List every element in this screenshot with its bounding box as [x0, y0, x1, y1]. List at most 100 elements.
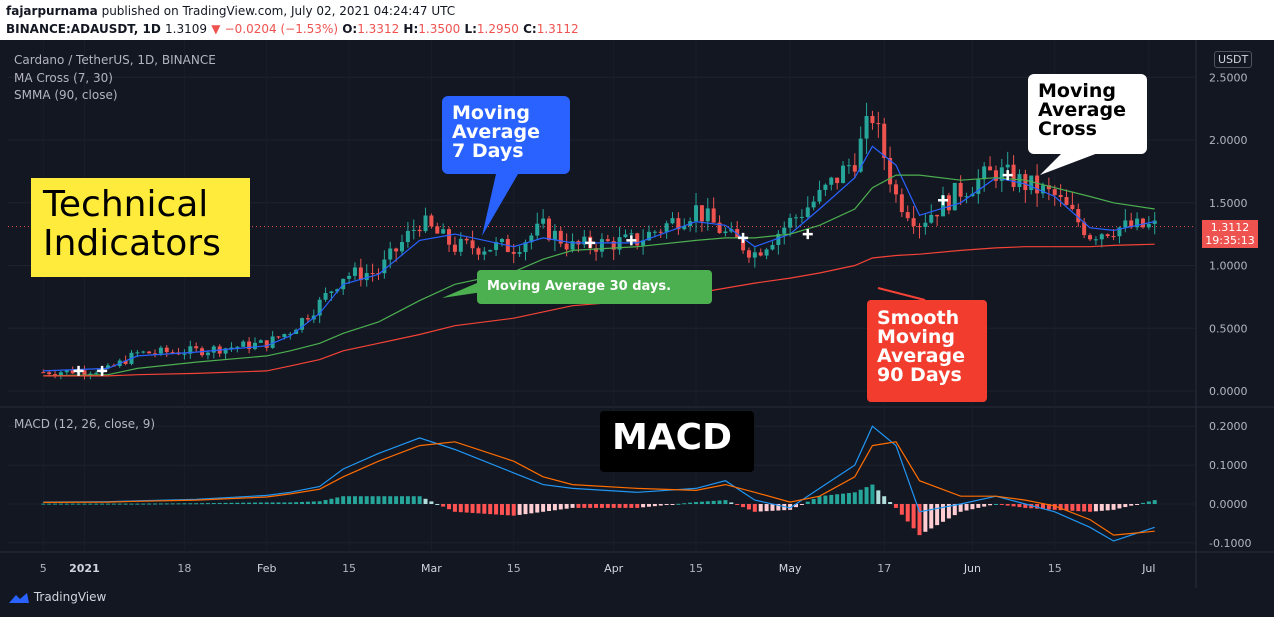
candle-body — [1152, 220, 1157, 224]
macd-histogram-bar — [893, 504, 898, 508]
candle-body — [841, 165, 846, 184]
candle-body — [741, 238, 746, 251]
candle-body — [1035, 175, 1040, 194]
macd-histogram-bar — [88, 503, 93, 505]
price-tick-label: 2.0000 — [1209, 134, 1248, 147]
macd-histogram-bar — [541, 504, 546, 512]
candle-body — [558, 230, 563, 244]
macd-histogram-bar — [70, 503, 75, 505]
smma-callout: Smooth Moving Average 90 Days — [867, 300, 987, 402]
candle-body — [1105, 234, 1110, 237]
ohlc-line: BINANCE:ADAUSDT, 1D 1.3109 ▼ −0.0204 (−1… — [6, 22, 579, 36]
macd-line — [43, 425, 1155, 542]
macd-histogram-bar — [111, 503, 116, 505]
publish-header: fajarpurnama published on TradingView.co… — [0, 0, 1274, 40]
candle-body — [705, 208, 710, 222]
candle-body — [1046, 185, 1051, 190]
smma-pointer — [877, 287, 926, 301]
candle-body — [764, 249, 769, 256]
macd-histogram-bar — [441, 504, 446, 507]
candle-body — [699, 205, 704, 222]
candle-body — [852, 165, 857, 172]
macd-tick-label: 0.2000 — [1209, 420, 1248, 433]
tradingview-logo[interactable]: TradingView — [8, 590, 106, 604]
time-tick-label: 18 — [177, 562, 191, 575]
macd-histogram-bar — [946, 504, 951, 519]
ma-cross-legend[interactable]: MA Cross (7, 30) — [14, 71, 113, 85]
macd-histogram-bar — [123, 503, 128, 505]
macd-histogram-bar — [535, 504, 540, 513]
open-value: 1.3312 — [357, 22, 400, 36]
smma-legend[interactable]: SMMA (90, close) — [14, 88, 118, 102]
macd-histogram-bar — [394, 496, 399, 504]
cross-marker-icon — [1002, 170, 1013, 181]
candle-body — [746, 250, 751, 258]
macd-histogram-bar — [311, 501, 316, 504]
series-line-ma-30 — [43, 174, 1155, 377]
macd-histogram-bar — [988, 504, 993, 506]
cross-marker-icon — [73, 365, 84, 376]
cross-line3: Cross — [1038, 118, 1097, 140]
candle-body — [1146, 223, 1151, 228]
candle-body — [270, 336, 275, 348]
currency-button[interactable]: USDT — [1214, 51, 1253, 68]
candle-body — [47, 372, 52, 375]
price-tag-countdown: 19:35:13 — [1205, 234, 1255, 247]
chart-legend-title[interactable]: Cardano / TetherUS, 1D, BINANCE — [14, 53, 216, 67]
candle-body — [846, 165, 851, 167]
macd-histogram-bar — [770, 504, 775, 511]
candle-body — [1052, 189, 1057, 196]
candle-body — [153, 353, 158, 355]
candle-body — [858, 138, 863, 172]
candle-body — [999, 167, 1004, 181]
candle-body — [182, 353, 187, 355]
macd-histogram-bar — [958, 504, 963, 512]
author-name[interactable]: fajarpurnama — [6, 4, 98, 18]
macd-histogram-bar — [852, 492, 857, 504]
macd-histogram-bar — [641, 504, 646, 508]
macd-histogram-bar — [205, 503, 210, 505]
macd-histogram-bar — [976, 504, 981, 508]
candle-body — [1029, 175, 1034, 191]
macd-histogram-bar — [899, 504, 904, 515]
macd-histogram-bar — [1152, 500, 1157, 504]
candle-body — [405, 230, 410, 243]
macd-histogram-bar — [200, 503, 205, 505]
candle-body — [305, 318, 310, 320]
candle-body — [817, 189, 822, 202]
macd-histogram-bar — [1129, 504, 1134, 506]
candle-body — [1058, 195, 1063, 198]
candle-body — [635, 233, 640, 246]
candle-body — [517, 252, 522, 254]
candle-body — [782, 227, 787, 234]
time-tick-label: Mar — [421, 562, 442, 575]
macd-histogram-bar — [1105, 504, 1110, 511]
macd-histogram-bar — [1099, 504, 1104, 511]
macd-histogram-bar — [400, 496, 404, 504]
macd-histogram-bar — [100, 503, 105, 505]
candle-body — [905, 212, 910, 219]
macd-legend[interactable]: MACD (12, 26, close, 9) — [14, 417, 156, 431]
macd-histogram-bar — [223, 502, 228, 504]
macd-histogram-bar — [1088, 504, 1093, 512]
candle-body — [241, 341, 246, 347]
macd-histogram-bar — [376, 496, 381, 504]
macd-histogram-bar — [117, 503, 122, 505]
candle-body — [988, 166, 993, 171]
macd-histogram-bar — [482, 504, 487, 514]
macd-histogram-bar — [552, 504, 557, 511]
smma-line2: Moving — [877, 326, 955, 348]
candle-body — [829, 177, 834, 185]
candle-body — [335, 289, 340, 292]
candle-body — [788, 217, 793, 228]
candle-body — [1076, 209, 1081, 223]
candle-body — [641, 240, 646, 246]
cross-line1: Moving — [1038, 80, 1116, 102]
candle-body — [88, 373, 93, 375]
candle-body — [135, 352, 140, 354]
macd-histogram-bar — [929, 504, 934, 529]
macd-histogram-bar — [317, 501, 322, 504]
candle-body — [482, 251, 487, 255]
macd-histogram-bar — [1046, 504, 1051, 510]
macd-histogram-bar — [488, 504, 493, 515]
